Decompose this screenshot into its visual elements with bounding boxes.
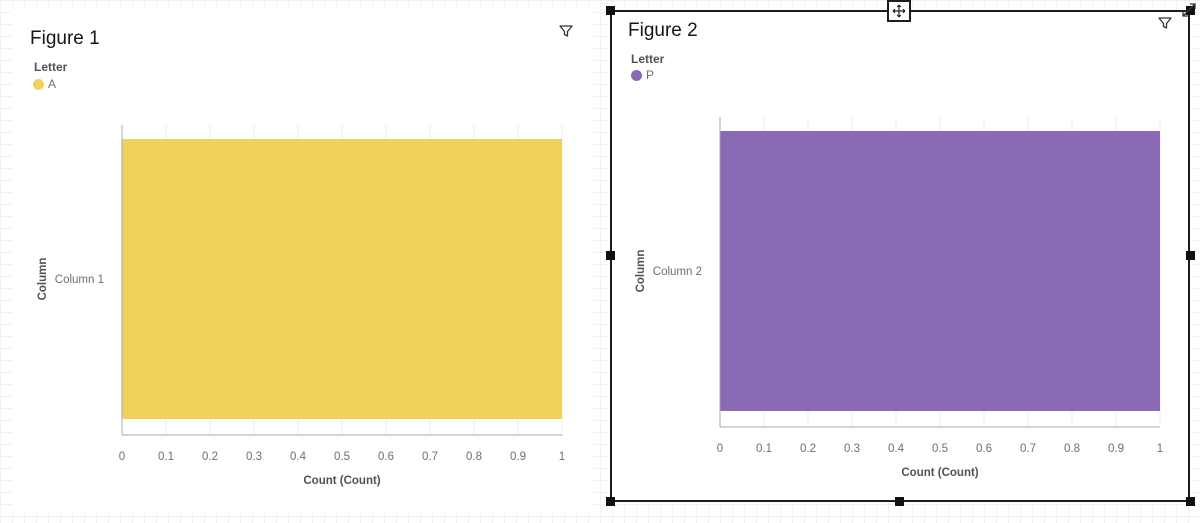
move-handle[interactable] [887, 0, 911, 22]
legend-label: P [646, 68, 655, 82]
x-axis-title: Count (Count) [303, 475, 380, 487]
filter-icon[interactable] [1157, 15, 1173, 31]
x-tick-label: 0.9 [1108, 443, 1124, 455]
figure-1-legend-item[interactable]: A [33, 77, 56, 91]
move-icon [892, 4, 906, 18]
x-tick-label: 0.7 [1020, 443, 1036, 455]
x-tick-label: 0.6 [976, 443, 992, 455]
expand-icon[interactable] [1180, 1, 1198, 19]
resize-handle-top-right[interactable] [1186, 6, 1195, 15]
x-tick-label: 0.8 [466, 451, 482, 463]
resize-handle-top-left[interactable] [606, 6, 615, 15]
category-label: Column 2 [653, 266, 702, 278]
x-tick-label: 0.2 [800, 443, 816, 455]
bar[interactable] [122, 139, 562, 419]
figure-2-title: Figure 2 [628, 20, 698, 41]
figure-1-panel[interactable]: Figure 1 Letter A Column 1 0 0.1 0.2 0.3 0.4 0… [12, 10, 594, 512]
x-tick-label: 0.4 [290, 451, 307, 463]
y-axis-title: Column [37, 258, 49, 301]
x-tick-label: 0.7 [422, 451, 438, 463]
filter-icon[interactable] [558, 23, 574, 39]
figure-2-legend-title: Letter [631, 52, 665, 66]
y-axis-title: Column [635, 250, 647, 293]
x-tick-label: 0.3 [844, 443, 860, 455]
resize-handle-left[interactable] [606, 251, 615, 260]
x-tick-label: 0.8 [1064, 443, 1080, 455]
x-tick-label: 0.3 [246, 451, 262, 463]
x-tick-label: 0.1 [158, 451, 174, 463]
figure-1-legend-title: Letter [34, 60, 68, 74]
figure-1-title: Figure 1 [30, 28, 100, 49]
x-tick-label: 0.9 [510, 451, 526, 463]
x-tick-label: 0.4 [888, 443, 905, 455]
x-tick-label: 0.5 [932, 443, 948, 455]
bar[interactable] [720, 131, 1160, 411]
legend-swatch [631, 69, 642, 81]
x-tick-label: 0.6 [378, 451, 394, 463]
x-tick-label: 0 [717, 443, 723, 455]
x-tick-label: 1 [559, 451, 565, 463]
resize-handle-bottom-left[interactable] [606, 497, 615, 506]
x-tick-label: 0.5 [334, 451, 350, 463]
figure-2-chart: Column 2 0 0.1 0.2 0.3 0.4 0.5 0.6 0.7 0.8 0.9 1 Cou… [635, 117, 1163, 479]
legend-swatch [33, 78, 44, 90]
x-tick-label: 1 [1157, 443, 1163, 455]
x-tick-label: 0.2 [202, 451, 218, 463]
x-tick-label: 0.1 [756, 443, 772, 455]
resize-handle-bottom[interactable] [895, 497, 904, 506]
legend-label: A [48, 77, 57, 91]
x-axis-title: Count (Count) [901, 467, 978, 479]
figure-2-legend-item[interactable]: P [631, 68, 654, 82]
category-label: Column 1 [55, 274, 104, 286]
resize-handle-bottom-right[interactable] [1186, 497, 1195, 506]
figure-1-chart: Column 1 0 0.1 0.2 0.3 0.4 0.5 0.6 0.7 0.8 0.9 1 Cou… [37, 125, 565, 487]
x-tick-label: 0 [119, 451, 125, 463]
figure-2-panel[interactable]: Figure 2 Letter P Column 2 0 0.1 0.2 0.3 0.4 0… [610, 10, 1190, 502]
resize-handle-right[interactable] [1186, 251, 1195, 260]
